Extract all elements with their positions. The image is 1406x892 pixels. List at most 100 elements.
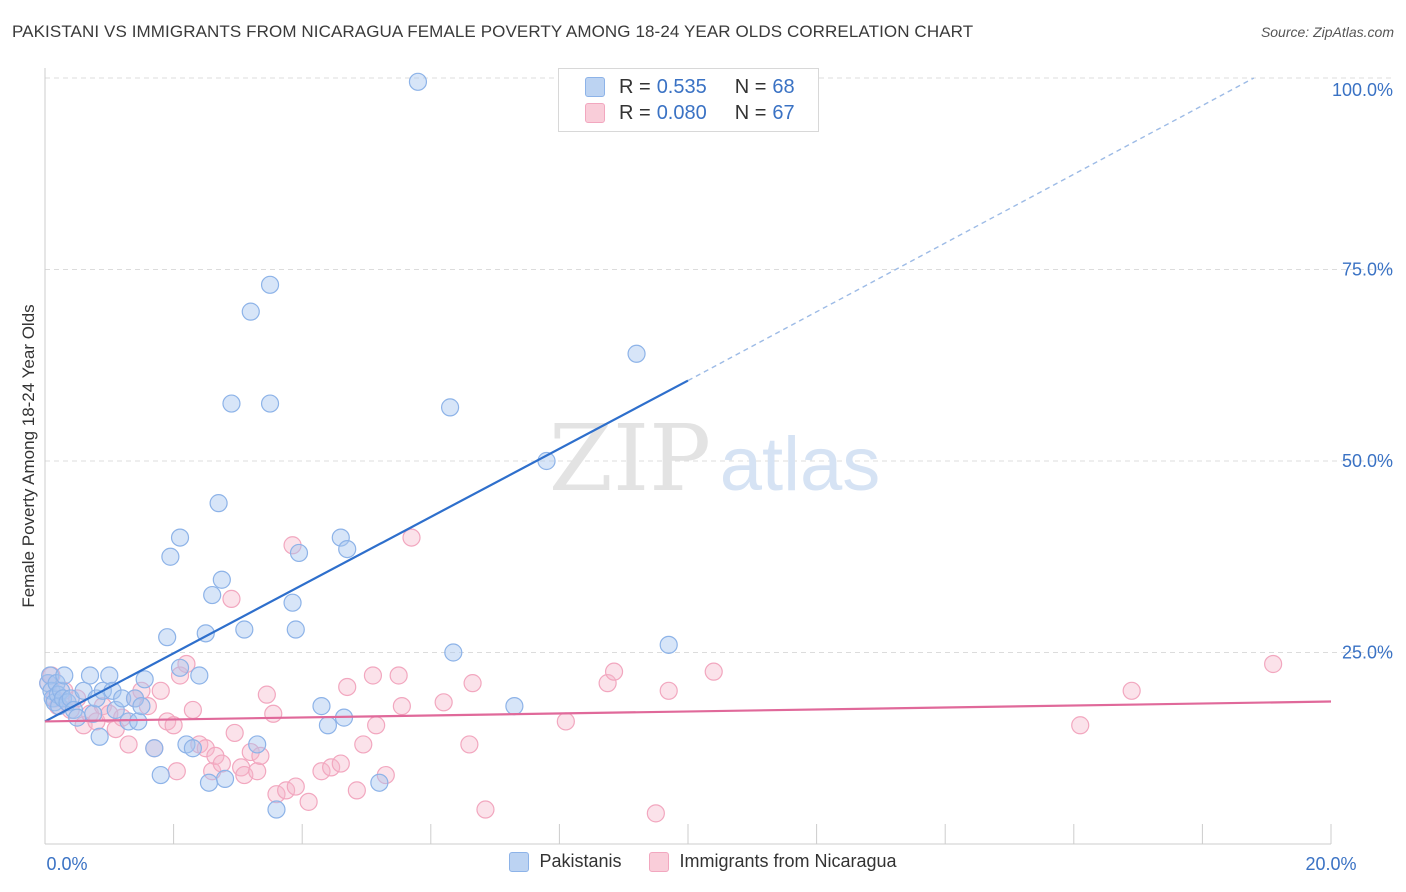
pakistanis-point [158, 628, 177, 647]
pakistanis-trend-line [44, 379, 689, 723]
nicaragua-point [331, 754, 350, 773]
nicaragua-point [646, 804, 665, 823]
nicaragua-point [1122, 681, 1141, 700]
nicaragua-point [277, 781, 296, 800]
nicaragua-trend-line [44, 700, 1332, 723]
nicaragua-point [251, 746, 270, 766]
legend-item-nicaragua: Immigrants from Nicaragua [649, 851, 897, 872]
chart-source: Source: ZipAtlas.com [1260, 24, 1394, 40]
nicaragua-point [183, 700, 202, 720]
nicaragua-point [1264, 654, 1283, 674]
pakistanis-point [331, 528, 350, 547]
legend-swatch-pakistanis [585, 77, 605, 97]
nicaragua-point [312, 762, 331, 781]
pakistanis-point [215, 769, 235, 788]
nicaragua-point [151, 681, 170, 700]
legend-n-label: N = [734, 75, 767, 98]
nicaragua-point [248, 762, 267, 781]
pakistanis-point [161, 547, 180, 566]
axes [44, 68, 1332, 845]
nicaragua-point [164, 716, 183, 735]
pakistanis-point [119, 712, 138, 731]
pakistanis-point [248, 735, 267, 754]
pakistanis-point [151, 765, 170, 785]
legend-row-pakistanis: R = 0.535 N = 68 [585, 75, 795, 99]
nicaragua-point [354, 735, 373, 754]
nicaragua-point [322, 758, 341, 777]
pakistanis-point [90, 727, 109, 746]
nicaragua-point [476, 800, 495, 819]
pakistanis-point [408, 72, 428, 91]
pakistanis-point [132, 697, 151, 716]
legend-n-value-nicaragua: 67 [772, 101, 795, 124]
nicaragua-point [170, 666, 190, 685]
tick-labels: 25.0% 50.0% 75.0% 100.0% 0.0% 20.0% [46, 80, 1393, 874]
nicaragua-point [402, 528, 421, 547]
pakistanis-point [440, 398, 460, 417]
legend-swatch-nicaragua [649, 851, 670, 872]
pakistanis-point [170, 658, 190, 677]
watermark-atlas: atlas [720, 422, 881, 507]
pakistanis-point [100, 666, 119, 685]
legend-row-nicaragua: R = 0.080 N = 67 [585, 101, 795, 125]
pakistanis-point [241, 302, 260, 321]
nicaragua-point [338, 677, 357, 697]
nicaragua-point [222, 589, 241, 608]
nicaragua-point [363, 666, 383, 685]
watermark-zip: ZIP [549, 405, 711, 512]
pakistanis-point [318, 716, 338, 735]
pakistanis-point [260, 275, 280, 294]
pakistanis-point [190, 666, 209, 685]
pakistanis-point [260, 394, 280, 413]
pakistanis-point [145, 739, 164, 758]
pakistanis-point [370, 773, 389, 792]
y-tick-label: 25.0% [1342, 643, 1393, 663]
pakistanis-point [235, 620, 254, 639]
pakistanis-point [286, 620, 305, 639]
pakistanis-point [289, 543, 309, 563]
nicaragua-point [212, 754, 231, 773]
nicaragua-point [196, 739, 215, 758]
nicaragua-point [367, 716, 386, 735]
watermark: ZIP atlas [549, 405, 880, 512]
pakistanis-point [267, 800, 286, 819]
gridlines [45, 77, 1395, 653]
pakistanis-point [51, 681, 71, 700]
pakistanis-point [338, 539, 357, 559]
y-axis-label: Female Poverty Among 18-24 Year Olds [19, 304, 38, 607]
pakistanis-point [212, 570, 231, 589]
pakistanis-point [80, 666, 100, 685]
nicaragua-point [392, 697, 411, 716]
legend-r-value-pakistanis: 0.535 [656, 75, 707, 98]
nicaragua-point [264, 704, 283, 723]
legend-n-value-pakistanis: 68 [772, 75, 795, 98]
nicaragua-point [659, 681, 678, 700]
legend-item-pakistanis: Pakistanis [509, 851, 621, 872]
nicaragua-point [556, 712, 575, 731]
y-tick-label: 75.0% [1342, 260, 1393, 280]
pakistanis-point [283, 593, 302, 612]
nicaragua-point [434, 693, 453, 712]
legend-swatch-pakistanis [509, 851, 530, 872]
x-tick-label: 0.0% [46, 854, 87, 874]
nicaragua-point [119, 735, 138, 754]
nicaragua-point [225, 723, 244, 743]
nicaragua-point [704, 662, 723, 681]
nicaragua-point [257, 685, 276, 704]
nicaragua-point [598, 674, 617, 693]
nicaragua-point [1071, 716, 1090, 735]
pakistanis-point [209, 494, 228, 513]
pakistanis-point [222, 394, 241, 413]
nicaragua-point [460, 735, 479, 754]
pakistanis-point [113, 689, 132, 708]
y-tick-label: 100.0% [1332, 80, 1393, 100]
pakistanis-point [312, 697, 331, 716]
chart-title: PAKISTANI VS IMMIGRANTS FROM NICARAGUA F… [12, 22, 974, 41]
nicaragua-point [604, 662, 624, 681]
nicaragua-point [267, 785, 286, 804]
pakistanis-point [444, 643, 463, 662]
pakistanis-point [135, 670, 154, 689]
legend-label-pakistanis: Pakistanis [539, 851, 622, 871]
legend-r-label: R = [619, 75, 651, 98]
